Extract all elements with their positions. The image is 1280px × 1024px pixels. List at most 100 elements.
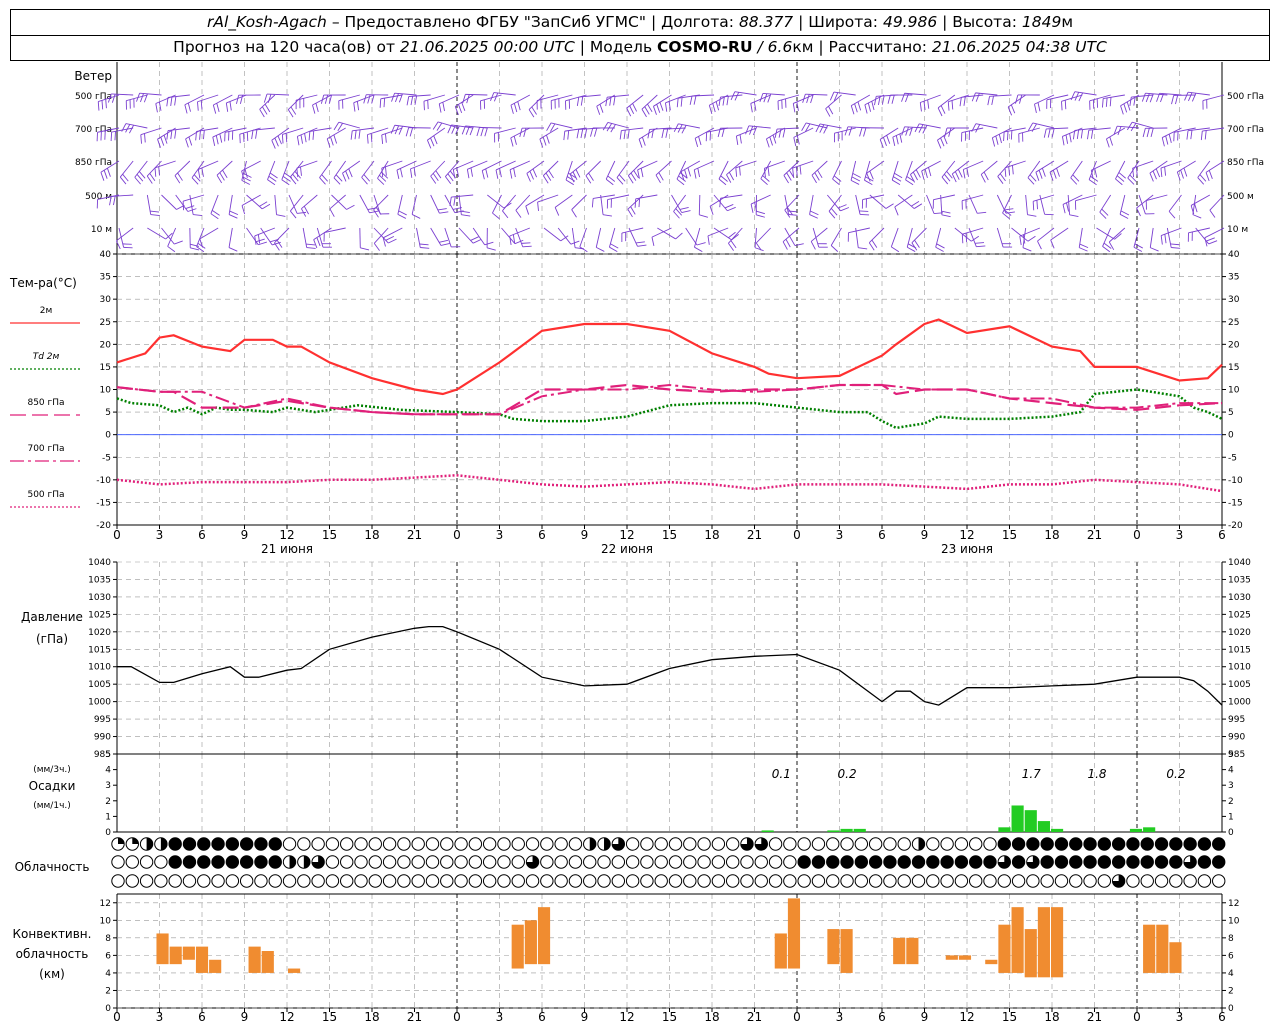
wind-barb — [1186, 127, 1210, 140]
wind-barb-flag — [783, 175, 789, 184]
cloud-symbol — [625, 837, 640, 851]
cloud-symbol — [1212, 837, 1226, 851]
wind-barb-flag — [697, 168, 701, 178]
wind-barb — [519, 127, 545, 138]
wind-barb-flag — [1008, 166, 1011, 176]
wind-barb — [379, 94, 403, 108]
wind-barb-flag — [154, 167, 157, 177]
alt-value: 1849 — [1021, 13, 1062, 31]
wind-barb-flag — [1101, 208, 1109, 216]
wind-barb-flag — [458, 104, 463, 114]
cloud-symbol — [668, 874, 683, 888]
cloud-circle — [968, 837, 983, 851]
wind-barb-flag — [726, 96, 729, 106]
wind-barb-flag — [1130, 123, 1137, 132]
wind-barb — [1039, 194, 1054, 216]
temp-ytick-label-left: 10 — [100, 386, 112, 396]
cloud-symbol — [554, 837, 568, 851]
wind-barb-shaft — [116, 227, 134, 242]
wind-barb-flag — [634, 198, 637, 208]
cloud-fill — [526, 855, 539, 869]
wind-barb-flag — [753, 101, 757, 111]
cloud-circle — [926, 855, 940, 869]
wind-barb-flag — [107, 93, 112, 103]
wind-barb-shaft — [281, 160, 290, 180]
wind-barb-flag — [687, 167, 691, 177]
wind-barb — [1102, 227, 1112, 253]
cloud-symbol — [1097, 874, 1112, 888]
header-line-2: Прогноз на 120 часа(ов) от 21.06.2025 00… — [173, 38, 1107, 56]
wind-barb-flag — [563, 131, 566, 141]
wind-barb — [542, 160, 559, 184]
cloud-symbol — [654, 837, 668, 851]
wind-barb-flag — [905, 93, 909, 103]
cloud-circle — [1140, 855, 1154, 869]
wind-barb-flag — [668, 101, 671, 111]
wind-barb — [755, 227, 771, 251]
wind-barb — [320, 94, 346, 104]
wind-barb — [665, 94, 686, 112]
wind-barb — [432, 121, 460, 131]
conv-title-1: Конвективн. — [13, 927, 92, 941]
wind-barb-flag — [871, 239, 878, 248]
wind-barb-flag — [922, 125, 928, 134]
wind-barb-flag — [166, 97, 169, 107]
wind-barb-shaft — [894, 194, 913, 208]
conv-bar — [906, 937, 919, 965]
press-ytick-label-left: 1030 — [88, 593, 111, 603]
wind-barb-flag — [1133, 246, 1143, 252]
x-tick-label-upper: 21 — [1087, 528, 1102, 542]
cloud-circle — [683, 855, 697, 869]
wind-barb-flag — [101, 100, 104, 110]
wind-barb-flag — [899, 133, 903, 143]
wind-barb-flag — [1087, 130, 1090, 140]
model-res-unit: км — [792, 38, 814, 56]
wind-barb-flag — [1118, 172, 1126, 179]
wind-barb-flag — [303, 205, 309, 215]
wind-barb-flag — [905, 126, 909, 136]
cloud-circle — [983, 874, 997, 888]
wind-barb-flag — [379, 98, 382, 108]
wind-barb-flag — [665, 102, 668, 112]
wind-barb — [363, 94, 389, 104]
wind-barb-flag — [590, 127, 594, 137]
temp-ytick-label-right: -10 — [1228, 476, 1243, 486]
wind-barb-flag — [828, 211, 836, 219]
wind-barb-flag — [296, 136, 300, 146]
wind-barb-flag — [451, 125, 456, 134]
cloud-symbol — [754, 855, 768, 869]
x-tick-label-upper: 0 — [1133, 528, 1141, 542]
cloud-symbol — [1011, 837, 1026, 851]
wind-barb — [1141, 92, 1168, 103]
cloud-symbol — [382, 855, 397, 869]
x-tick-label-lower: 12 — [279, 1010, 294, 1024]
wind-barb-shaft — [167, 227, 177, 247]
wind-barb-flag — [521, 242, 531, 244]
wind-barb-flag — [756, 214, 765, 218]
wind-barb-flag — [786, 207, 793, 216]
wind-barb — [295, 94, 318, 110]
cloud-circle — [397, 874, 411, 888]
cloud-symbol — [297, 837, 311, 851]
cloud-circle — [1054, 874, 1069, 888]
wind-barb-flag — [509, 169, 513, 179]
wind-barb-flag — [619, 130, 622, 140]
cloud-circle — [954, 837, 969, 851]
wind-barb-shaft — [963, 160, 984, 170]
cloud-circle — [382, 855, 397, 869]
cloud-circle — [468, 837, 483, 851]
precip-ytick-label-right: 3 — [1228, 781, 1234, 791]
wind-barb-flag — [975, 93, 980, 102]
cloud-circle — [239, 855, 254, 869]
wind-barb-flag — [944, 127, 948, 137]
wind-barb — [406, 94, 431, 106]
cloud-symbol — [1040, 855, 1054, 869]
cloud-symbol — [868, 874, 883, 888]
wind-barb — [191, 160, 205, 185]
wind-barb-shaft — [213, 94, 233, 106]
wind-barb-flag — [150, 210, 160, 213]
x-tick-label-lower: 15 — [662, 1010, 677, 1024]
wind-barb-shaft — [302, 227, 308, 248]
wind-barb-shaft — [510, 94, 531, 106]
cloud-symbol — [711, 837, 726, 851]
